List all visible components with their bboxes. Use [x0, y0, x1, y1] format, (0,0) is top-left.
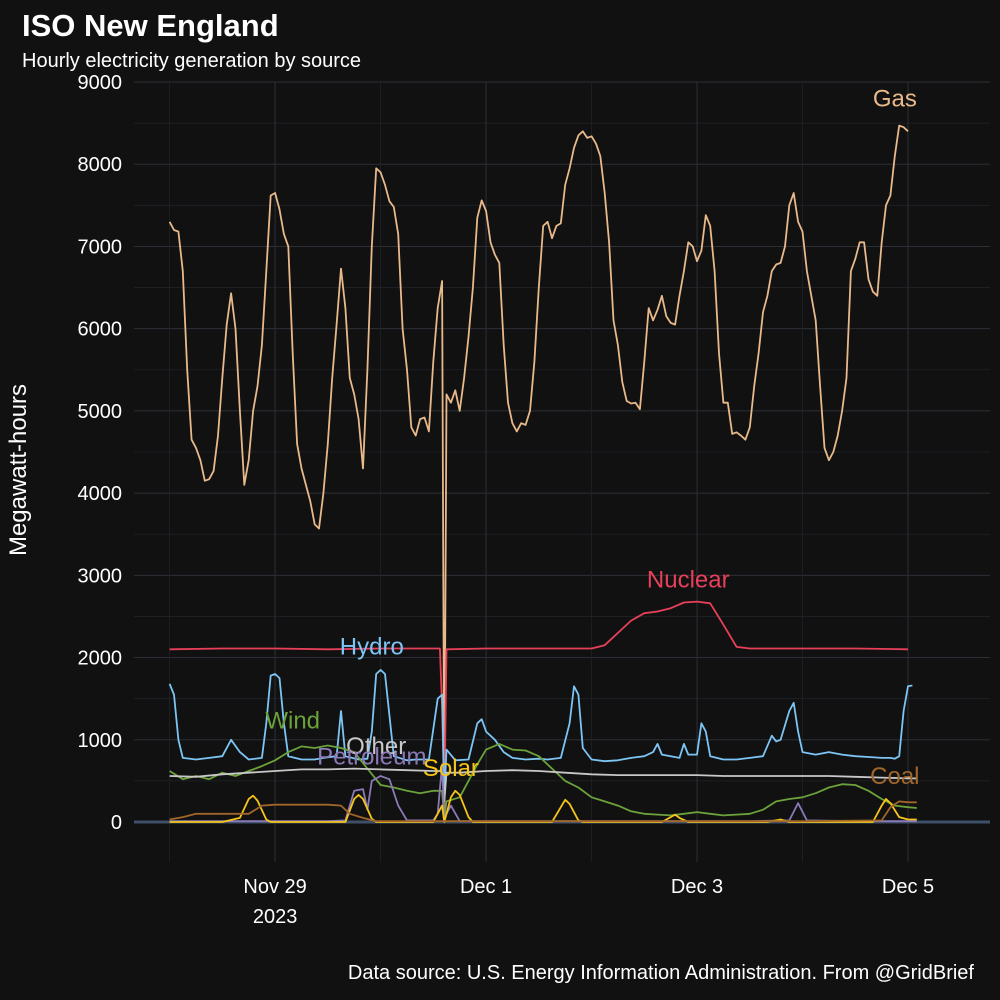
series-label-wind: Wind — [265, 707, 320, 734]
series-line-gas — [168, 124, 909, 815]
y-tick-label: 4000 — [78, 483, 123, 505]
y-tick-label: 0 — [111, 812, 122, 834]
y-tick-label: 7000 — [78, 236, 123, 258]
data-source-caption: Data source: U.S. Energy Information Adm… — [347, 962, 974, 984]
series-label-nuclear: Nuclear — [647, 567, 730, 594]
x-tick-label: Dec 5 — [882, 876, 934, 898]
x-tick-sublabel: 2023 — [253, 906, 298, 928]
x-tick-label: Nov 29 — [243, 876, 306, 898]
series-label-gas: Gas — [873, 86, 917, 113]
x-tick-label: Dec 1 — [460, 876, 512, 898]
chart-title: ISO New England — [22, 8, 279, 43]
y-tick-label: 9000 — [78, 72, 123, 94]
x-axis-ticks: Nov 29 2023 Dec 1 Dec 3 Dec 5 — [243, 876, 934, 928]
y-axis-label: Megawatt-hours — [5, 384, 32, 556]
y-tick-label: 8000 — [78, 154, 123, 176]
series-line-petroleum — [169, 763, 917, 823]
grid-lines — [134, 81, 990, 862]
series-label-petroleum: Petroleum — [317, 743, 426, 770]
y-axis-ticks: 0 1000 2000 3000 4000 5000 6000 7000 8000 9000 — [78, 72, 123, 834]
series-line-hydro — [168, 669, 913, 799]
series-label-coal: Coal — [870, 763, 919, 790]
series-lines — [168, 124, 917, 823]
series-label-solar: Solar — [423, 755, 479, 782]
series-label-other: Other — [346, 733, 406, 760]
series-line-wind — [169, 743, 917, 819]
chart-subtitle: Hourly electricity generation by source — [22, 50, 362, 72]
y-tick-label: 2000 — [78, 648, 123, 670]
x-tick-label: Dec 3 — [671, 876, 723, 898]
y-tick-label: 6000 — [78, 319, 123, 341]
series-line-other — [169, 767, 917, 803]
series-label-hydro: Hydro — [340, 633, 404, 660]
y-tick-label: 3000 — [78, 565, 123, 587]
y-tick-label: 1000 — [78, 730, 123, 752]
series-line-coal — [169, 800, 917, 823]
y-tick-label: 5000 — [78, 401, 123, 423]
series-line-nuclear — [169, 600, 909, 807]
